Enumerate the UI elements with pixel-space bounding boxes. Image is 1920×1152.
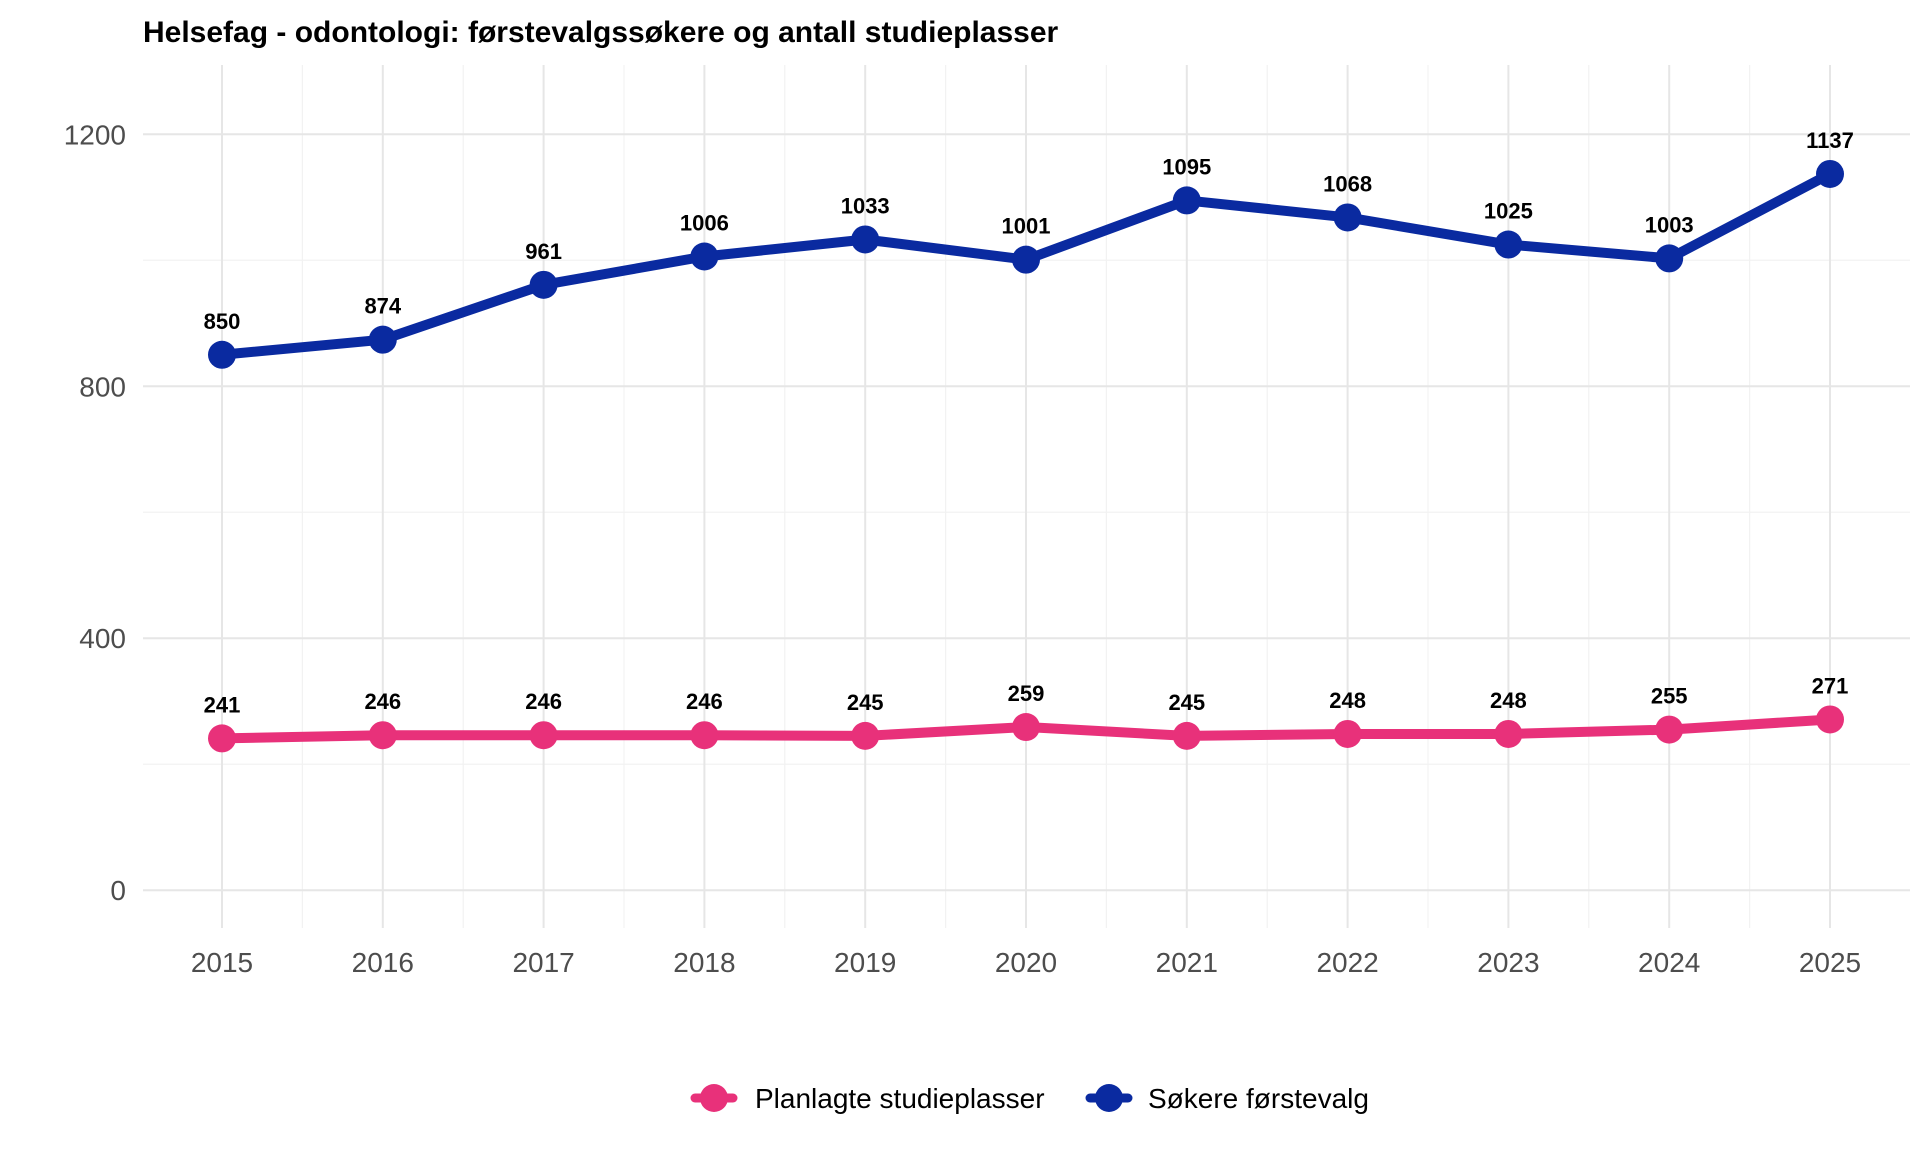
- y-tick-label: 800: [79, 371, 126, 402]
- data-point: [208, 724, 236, 753]
- data-label: 1001: [1002, 214, 1051, 239]
- series-planlagte-studieplasser: [208, 705, 1844, 753]
- x-tick-label: 2020: [995, 947, 1057, 978]
- data-label: 246: [364, 689, 401, 714]
- legend-item-planlagte-studieplasser: Planlagte studieplasser: [690, 1083, 1045, 1114]
- x-tick-label: 2018: [673, 947, 735, 978]
- data-label: 1006: [680, 210, 729, 235]
- data-label: 255: [1651, 684, 1688, 709]
- data-label: 241: [204, 692, 241, 717]
- series-layer: [208, 159, 1844, 753]
- data-point: [1172, 186, 1201, 215]
- data-point: [1012, 713, 1040, 742]
- data-point: [1494, 230, 1523, 259]
- chart-title: Helsefag - odontologi: førstevalgssøkere…: [143, 16, 1059, 49]
- legend-label: Søkere førstevalg: [1148, 1083, 1369, 1114]
- legend-key-dot: [1095, 1084, 1123, 1112]
- data-point: [1012, 245, 1040, 274]
- data-point: [1655, 244, 1684, 273]
- data-point: [1494, 719, 1523, 748]
- data-label: 1095: [1162, 154, 1211, 179]
- series-sokere-forstevalg: [208, 159, 1844, 369]
- data-point: [851, 225, 880, 254]
- data-point: [1333, 719, 1362, 748]
- data-point: [208, 340, 236, 369]
- data-label: 245: [847, 690, 884, 715]
- data-label: 1003: [1645, 212, 1694, 237]
- x-tick-label: 2021: [1156, 947, 1218, 978]
- data-point: [529, 721, 558, 750]
- data-point: [368, 325, 397, 354]
- data-point: [529, 270, 558, 299]
- legend: Planlagte studieplasser Søkere førsteval…: [690, 1083, 1369, 1114]
- data-point: [1816, 705, 1844, 734]
- data-point: [1655, 715, 1684, 744]
- y-tick-label: 0: [110, 875, 126, 906]
- grid: [143, 65, 1910, 928]
- data-point: [1816, 159, 1844, 188]
- data-label: 245: [1168, 690, 1205, 715]
- data-label: 850: [204, 309, 241, 334]
- x-tick-label: 2017: [512, 947, 574, 978]
- data-point: [690, 242, 719, 271]
- data-point: [1333, 203, 1362, 232]
- data-labels: 850 874 961 1006 1033 1001 1095 1068 1025 1003 113…: [204, 128, 1854, 717]
- data-label: 246: [525, 689, 562, 714]
- data-label: 1033: [841, 193, 890, 218]
- legend-label: Planlagte studieplasser: [755, 1083, 1045, 1114]
- data-point: [368, 721, 397, 750]
- x-tick-label: 2023: [1477, 947, 1539, 978]
- y-axis: 0 400 800 1200: [64, 119, 126, 906]
- data-label: 248: [1490, 688, 1527, 713]
- x-tick-label: 2016: [352, 947, 414, 978]
- data-point: [690, 721, 719, 750]
- x-tick-label: 2024: [1638, 947, 1700, 978]
- data-label: 1137: [1806, 128, 1854, 153]
- x-tick-label: 2025: [1799, 947, 1861, 978]
- x-tick-label: 2019: [834, 947, 896, 978]
- data-point: [1172, 721, 1201, 750]
- data-label: 259: [1008, 681, 1045, 706]
- legend-key-dot: [700, 1084, 728, 1112]
- data-point: [851, 721, 880, 750]
- x-tick-label: 2015: [191, 947, 253, 978]
- data-label: 1025: [1484, 199, 1533, 224]
- data-label: 961: [525, 239, 562, 264]
- data-label: 246: [686, 689, 723, 714]
- x-axis: 2015 2016 2017 2018 2019 2020 2021 2022 2023 2024…: [191, 947, 1861, 978]
- data-label: 874: [364, 294, 401, 319]
- data-label: 271: [1812, 673, 1849, 698]
- data-label: 248: [1329, 688, 1366, 713]
- x-tick-label: 2022: [1316, 947, 1378, 978]
- data-label: 1068: [1323, 171, 1372, 196]
- y-tick-label: 1200: [64, 119, 126, 150]
- y-tick-label: 400: [79, 623, 126, 654]
- legend-item-sokere-forstevalg: Søkere førstevalg: [1085, 1083, 1369, 1114]
